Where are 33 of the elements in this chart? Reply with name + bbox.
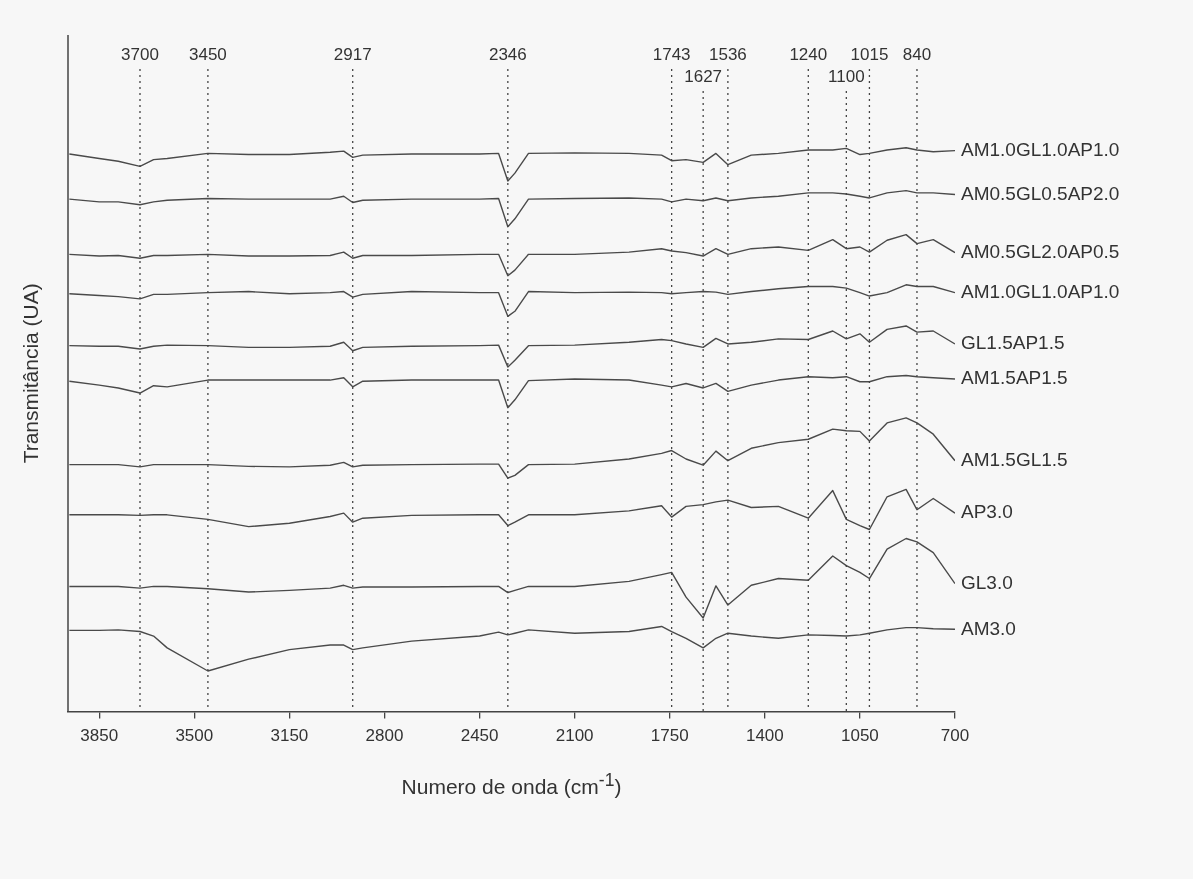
ref-line-label: 3450 — [189, 44, 227, 64]
ref-line-label: 1536 — [708, 44, 747, 64]
series-label: AM1.5AP1.5 — [961, 367, 1068, 389]
series-label: GL3.0 — [961, 571, 1013, 593]
series-label: AM1.5GL1.5 — [961, 448, 1068, 470]
ref-line-label: 840 — [902, 44, 932, 64]
series-label: AM0.5GL2.0AP0.5 — [961, 240, 1120, 262]
x-axis-title: Numero de onda (cm$^{-1}$) — [401, 769, 622, 799]
x-tick-label: 700 — [940, 726, 970, 746]
x-tick-label: 1750 — [650, 726, 689, 746]
ref-line-label: 1015 — [850, 44, 889, 64]
x-tick-label: 1050 — [841, 726, 879, 746]
x-tick-label: 2800 — [365, 726, 404, 746]
ref-line-label: 2917 — [333, 44, 372, 64]
series-label: GL1.5AP1.5 — [961, 332, 1065, 354]
x-tick-label: 3500 — [175, 726, 214, 746]
ref-line-label: 1627 — [684, 66, 723, 86]
ref-line-label: 3700 — [121, 44, 159, 64]
x-tick-label: 3150 — [270, 726, 309, 746]
x-tick-label: 2450 — [460, 726, 499, 746]
y-axis-title: Transmitância (UA) — [18, 283, 42, 464]
ref-line-label: 2346 — [488, 44, 527, 64]
x-tick-label: 2100 — [555, 726, 594, 746]
series-label: AM3.0 — [961, 617, 1016, 639]
ref-line-label: 1100 — [828, 66, 865, 86]
series-label: AM1.0GL1.0AP1.0 — [961, 280, 1120, 302]
x-tick-label: 1400 — [745, 726, 784, 746]
series-label: AP3.0 — [961, 501, 1013, 523]
ref-line-label: 1240 — [789, 44, 828, 64]
x-tick-label: 3850 — [80, 726, 119, 746]
series-label: AM0.5GL0.5AP2.0 — [961, 182, 1120, 204]
series-label: AM1.0GL1.0AP1.0 — [961, 138, 1120, 160]
ref-line-label: 1743 — [652, 44, 691, 64]
